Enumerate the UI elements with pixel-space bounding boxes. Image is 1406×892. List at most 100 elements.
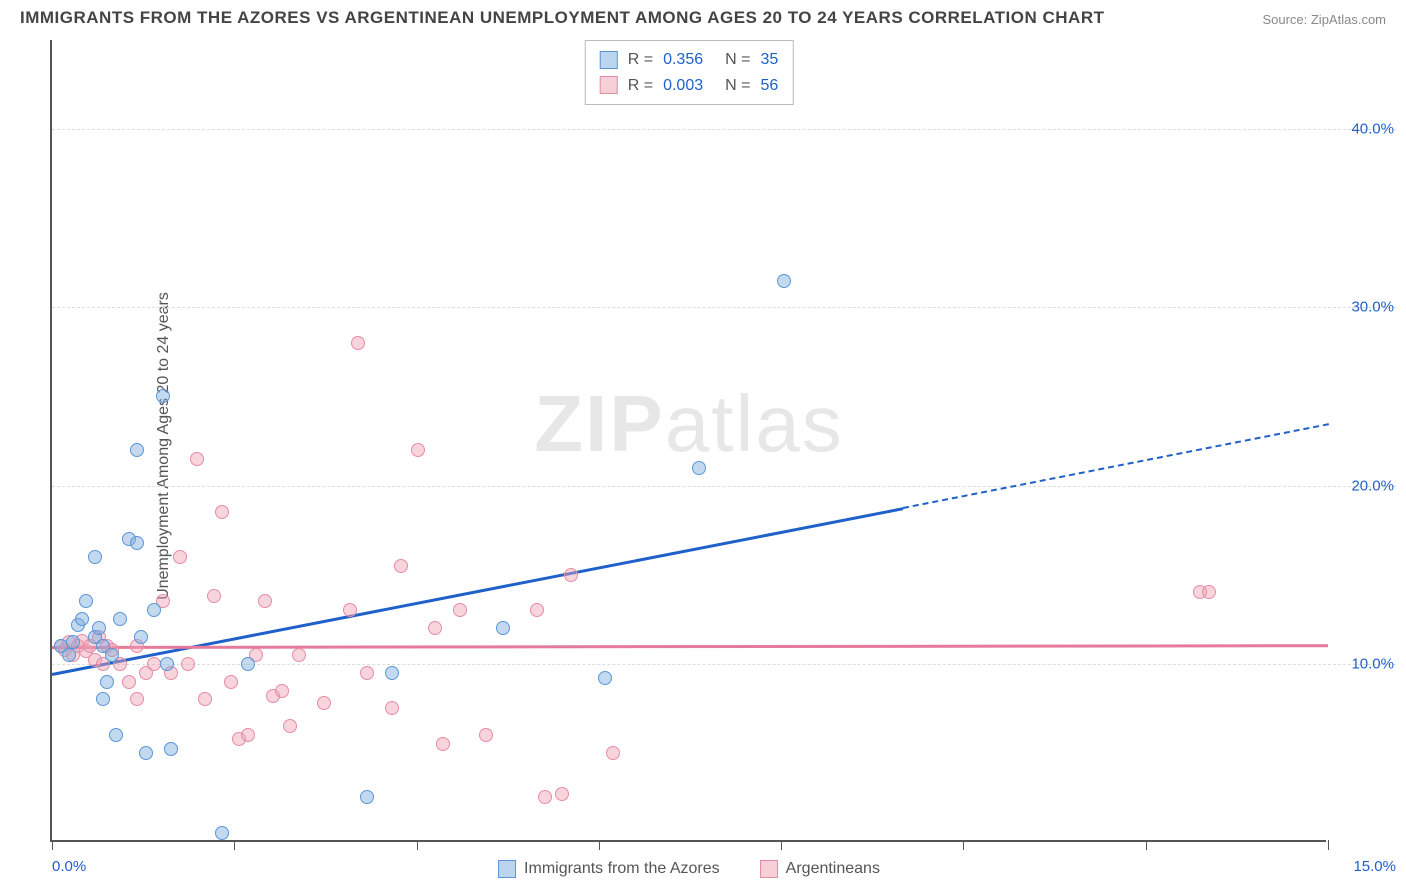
data-point-pink bbox=[1202, 585, 1216, 599]
data-point-blue bbox=[113, 612, 127, 626]
data-point-pink bbox=[530, 603, 544, 617]
data-point-blue bbox=[147, 603, 161, 617]
data-point-blue bbox=[496, 621, 510, 635]
legend-label: Argentineans bbox=[786, 860, 880, 878]
data-point-pink bbox=[385, 701, 399, 715]
data-point-pink bbox=[360, 666, 374, 680]
x-tick bbox=[234, 840, 235, 850]
legend-item-blue: Immigrants from the Azores bbox=[498, 860, 720, 878]
data-point-blue bbox=[692, 461, 706, 475]
x-tick bbox=[1146, 840, 1147, 850]
data-point-blue bbox=[79, 594, 93, 608]
data-point-blue bbox=[164, 742, 178, 756]
data-point-blue bbox=[62, 648, 76, 662]
data-point-blue bbox=[88, 550, 102, 564]
watermark: ZIPatlas bbox=[534, 378, 843, 470]
data-point-pink bbox=[207, 589, 221, 603]
data-point-pink bbox=[198, 692, 212, 706]
data-point-pink bbox=[173, 550, 187, 564]
x-tick bbox=[52, 840, 53, 850]
legend-stat-row: R = 0.356 N = 35 bbox=[600, 47, 779, 73]
data-point-blue bbox=[385, 666, 399, 680]
legend-r-label: R = bbox=[628, 47, 653, 73]
legend-r-value: 0.003 bbox=[663, 73, 703, 99]
legend-label: Immigrants from the Azores bbox=[524, 860, 720, 878]
data-point-pink bbox=[130, 692, 144, 706]
data-point-pink bbox=[564, 568, 578, 582]
y-tick-label: 40.0% bbox=[1351, 121, 1394, 138]
legend-item-pink: Argentineans bbox=[760, 860, 880, 878]
regression-line-blue bbox=[52, 507, 903, 675]
data-point-pink bbox=[555, 787, 569, 801]
legend-swatch-blue bbox=[600, 51, 618, 69]
gridline bbox=[52, 129, 1396, 130]
legend-stat-row: R =0.003N =56 bbox=[600, 73, 779, 99]
data-point-pink bbox=[351, 336, 365, 350]
x-tick bbox=[1328, 840, 1329, 850]
chart-title: IMMIGRANTS FROM THE AZORES VS ARGENTINEA… bbox=[20, 8, 1105, 28]
data-point-pink bbox=[411, 443, 425, 457]
source-attribution: Source: ZipAtlas.com bbox=[1262, 12, 1386, 27]
data-point-pink bbox=[190, 452, 204, 466]
legend-n-label: N = bbox=[725, 47, 750, 73]
data-point-pink bbox=[122, 675, 136, 689]
legend-series: Immigrants from the Azores Argentineans bbox=[498, 860, 880, 878]
x-axis-max-label: 15.0% bbox=[1353, 858, 1396, 875]
gridline bbox=[52, 486, 1396, 487]
data-point-pink bbox=[317, 696, 331, 710]
data-point-pink bbox=[215, 505, 229, 519]
legend-swatch-pink bbox=[600, 76, 618, 94]
legend-r-value: 0.356 bbox=[663, 47, 703, 73]
data-point-pink bbox=[436, 737, 450, 751]
data-point-blue bbox=[241, 657, 255, 671]
x-tick bbox=[963, 840, 964, 850]
data-point-pink bbox=[479, 728, 493, 742]
data-point-pink bbox=[428, 621, 442, 635]
data-point-pink bbox=[606, 746, 620, 760]
data-point-blue bbox=[96, 692, 110, 706]
data-point-blue bbox=[160, 657, 174, 671]
legend-n-value: 56 bbox=[760, 73, 778, 99]
data-point-pink bbox=[283, 719, 297, 733]
y-tick-label: 30.0% bbox=[1351, 299, 1394, 316]
data-point-blue bbox=[139, 746, 153, 760]
data-point-blue bbox=[598, 671, 612, 685]
data-point-blue bbox=[100, 675, 114, 689]
data-point-blue bbox=[215, 826, 229, 840]
gridline bbox=[52, 307, 1396, 308]
legend-swatch-blue bbox=[498, 860, 516, 878]
data-point-pink bbox=[258, 594, 272, 608]
regression-line-blue-extrapolated bbox=[902, 423, 1328, 509]
data-point-blue bbox=[777, 274, 791, 288]
data-point-blue bbox=[92, 621, 106, 635]
data-point-blue bbox=[130, 536, 144, 550]
regression-line-pink bbox=[52, 644, 1328, 648]
x-tick bbox=[599, 840, 600, 850]
y-tick-label: 20.0% bbox=[1351, 477, 1394, 494]
data-point-pink bbox=[181, 657, 195, 671]
data-point-blue bbox=[130, 443, 144, 457]
data-point-pink bbox=[241, 728, 255, 742]
legend-stats: R = 0.356 N = 35R = 0.003 N = 56 bbox=[585, 40, 794, 105]
x-tick bbox=[781, 840, 782, 850]
legend-n-value: 35 bbox=[760, 47, 778, 73]
y-tick-label: 10.0% bbox=[1351, 655, 1394, 672]
data-point-pink bbox=[224, 675, 238, 689]
plot-area: ZIPatlas R =0.356N =35R =0.003N =56 0.0%… bbox=[50, 40, 1326, 842]
data-point-pink bbox=[453, 603, 467, 617]
legend-swatch-pink bbox=[760, 860, 778, 878]
data-point-blue bbox=[66, 635, 80, 649]
data-point-pink bbox=[343, 603, 357, 617]
data-point-pink bbox=[538, 790, 552, 804]
data-point-pink bbox=[292, 648, 306, 662]
data-point-blue bbox=[109, 728, 123, 742]
x-tick bbox=[417, 840, 418, 850]
legend-r-label: R = bbox=[628, 73, 653, 99]
data-point-pink bbox=[394, 559, 408, 573]
x-axis-min-label: 0.0% bbox=[52, 858, 86, 875]
data-point-blue bbox=[360, 790, 374, 804]
data-point-blue bbox=[156, 389, 170, 403]
data-point-pink bbox=[275, 684, 289, 698]
data-point-blue bbox=[105, 648, 119, 662]
data-point-blue bbox=[134, 630, 148, 644]
